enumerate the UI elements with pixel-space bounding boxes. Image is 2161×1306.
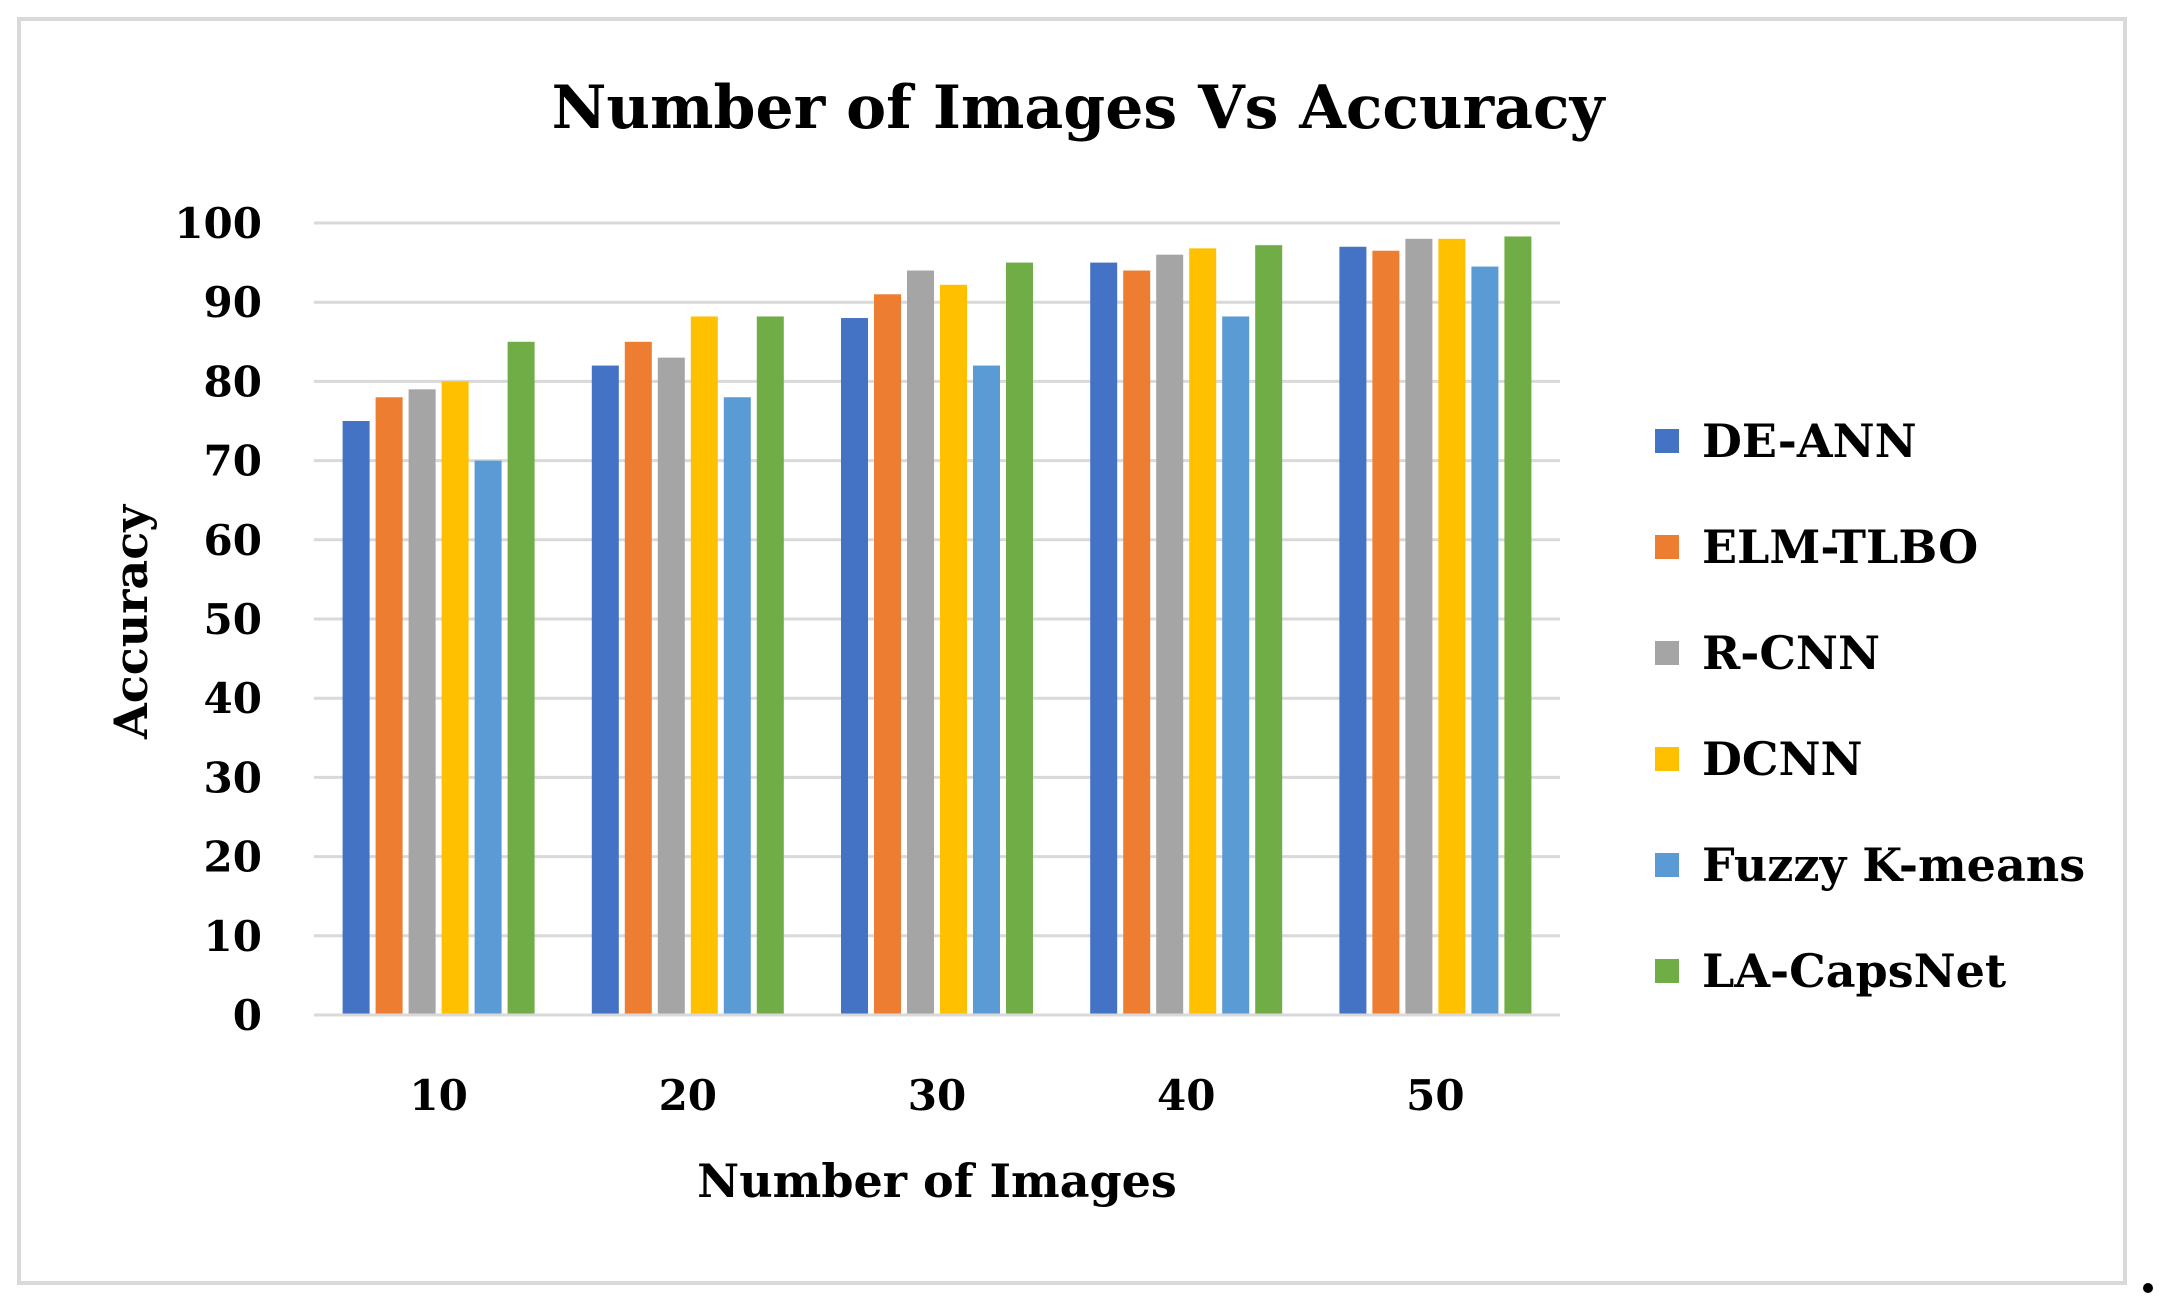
legend-label: Fuzzy K-means <box>1702 838 2085 892</box>
x-tick-label: 30 <box>908 1071 966 1120</box>
axes: 0 10 20 30 40 50 60 70 80 90 100 10 20 30 40 50 <box>174 199 1560 1120</box>
y-axis-title: Accuracy <box>104 504 158 740</box>
legend-swatch <box>1655 959 1679 983</box>
bars <box>342 236 1532 1016</box>
bar-fuzzy-k-means-30 <box>973 365 1000 1015</box>
bar-de-ann-10 <box>342 421 370 1015</box>
legend-label: DCNN <box>1702 732 1863 786</box>
legend-swatch <box>1655 747 1679 771</box>
bar-de-ann-50 <box>1339 246 1367 1015</box>
chart-title: Number of Images Vs Accuracy <box>552 73 1607 143</box>
bar-fuzzy-k-means-20 <box>723 397 751 1015</box>
y-tick-label: 90 <box>204 278 262 327</box>
x-axis-title: Number of Images <box>697 1154 1177 1208</box>
x-tick-label: 50 <box>1406 1071 1464 1120</box>
legend-swatch <box>1655 429 1679 453</box>
bar-dcnn-30 <box>940 284 967 1015</box>
y-tick-label: 60 <box>204 516 262 565</box>
y-tick-label: 100 <box>174 199 262 248</box>
bar-fuzzy-k-means-50 <box>1471 266 1499 1015</box>
bar-de-ann-20 <box>591 365 619 1015</box>
y-tick-label: 50 <box>204 595 262 644</box>
bar-dcnn-10 <box>441 381 469 1015</box>
bar-r-cnn-30 <box>907 270 934 1015</box>
y-tick-label: 20 <box>204 833 262 882</box>
bar-dcnn-20 <box>690 316 718 1015</box>
bar-la-capsnet-50 <box>1504 236 1532 1016</box>
x-tick-label: 40 <box>1157 1071 1215 1120</box>
legend-swatch <box>1655 641 1679 665</box>
bar-la-capsnet-30 <box>1006 262 1033 1016</box>
bar-la-capsnet-10 <box>507 341 535 1015</box>
legend: DE-ANN ELM-TLBO R-CNN DCNN Fuzzy K-means LA-C… <box>1655 414 2085 998</box>
bar-elm-tlbo-50 <box>1372 250 1400 1016</box>
legend-label: LA-CapsNet <box>1702 944 2007 998</box>
bar-dcnn-40 <box>1189 248 1217 1015</box>
y-tick-label: 30 <box>204 753 262 802</box>
bar-r-cnn-20 <box>657 357 685 1015</box>
y-tick-label: 10 <box>204 912 262 961</box>
trailing-dot <box>2143 1283 2153 1293</box>
y-tick-label: 40 <box>204 674 262 723</box>
x-tick-label: 20 <box>659 1071 717 1120</box>
y-tick-label: 70 <box>204 437 262 486</box>
bar-la-capsnet-20 <box>756 316 784 1015</box>
bar-r-cnn-10 <box>408 389 436 1015</box>
x-tick-label: 10 <box>409 1071 467 1120</box>
legend-label: R-CNN <box>1702 626 1880 680</box>
bar-r-cnn-50 <box>1405 238 1433 1016</box>
bar-elm-tlbo-20 <box>624 341 652 1015</box>
legend-swatch <box>1655 535 1679 559</box>
bar-elm-tlbo-30 <box>874 294 901 1015</box>
bar-r-cnn-40 <box>1156 254 1184 1015</box>
legend-swatch <box>1655 853 1679 877</box>
bar-fuzzy-k-means-10 <box>474 460 502 1016</box>
y-tick-label: 0 <box>233 991 262 1040</box>
bar-de-ann-40 <box>1090 262 1118 1016</box>
bar-elm-tlbo-40 <box>1123 270 1151 1015</box>
bar-de-ann-30 <box>841 318 868 1015</box>
bar-elm-tlbo-10 <box>375 397 403 1015</box>
legend-label: ELM-TLBO <box>1702 520 1978 574</box>
bar-la-capsnet-40 <box>1255 245 1283 1015</box>
legend-label: DE-ANN <box>1702 414 1917 468</box>
y-tick-label: 80 <box>204 357 262 406</box>
bar-dcnn-50 <box>1438 238 1466 1016</box>
bar-fuzzy-k-means-40 <box>1222 316 1250 1015</box>
